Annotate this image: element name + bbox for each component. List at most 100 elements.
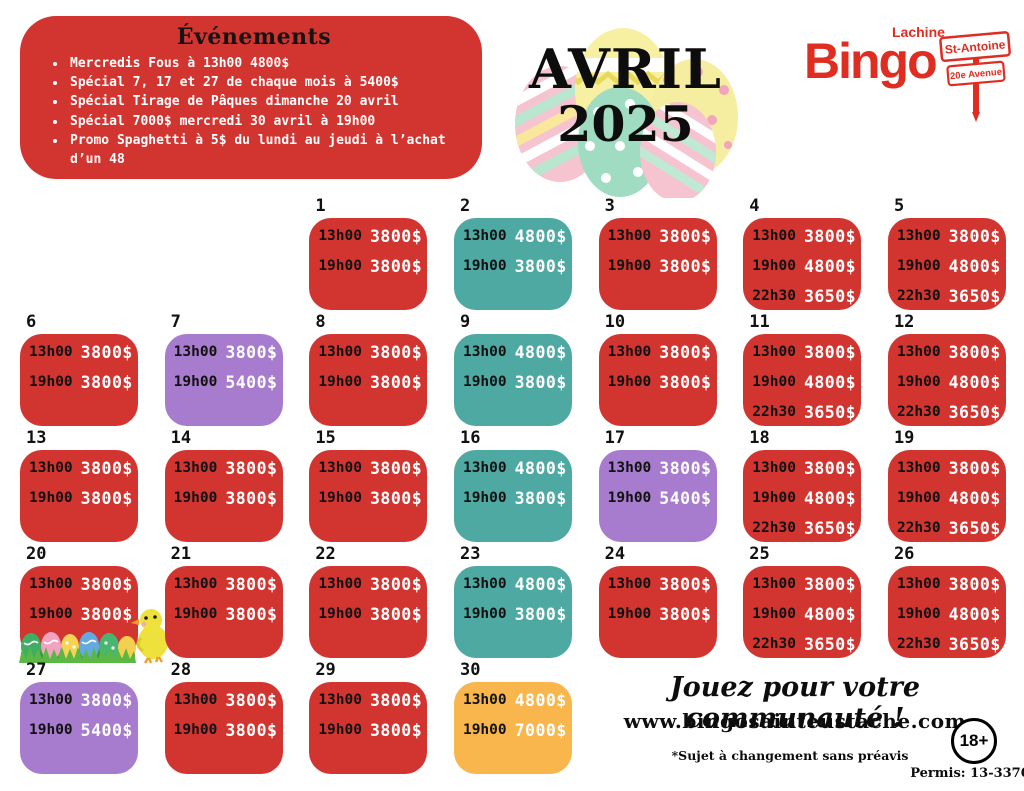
easter-eggs-row-icon (21, 632, 136, 661)
day-box: 13h00 3800$ 19h00 3800$ (598, 218, 717, 310)
session-amount: 4800$ (514, 343, 567, 362)
calendar-day-1: 1 13h00 3800$ 19h00 3800$ (309, 197, 428, 313)
footer-headline: Jouez pour votre communauté ! (669, 672, 921, 734)
day-box: 13h00 3800$ 19h00 3800$ (164, 682, 283, 774)
day-box: 13h00 3800$ 19h00 3800$ (309, 218, 428, 310)
session-time: 22h30 (896, 520, 941, 536)
session-time: 13h00 (896, 460, 941, 476)
session-amount: 3800$ (369, 489, 423, 508)
calendar-day-29: 29 13h00 3800$ 19h00 3800$ (309, 661, 428, 777)
session-amount: 3800$ (369, 691, 423, 710)
session-amount: 3800$ (948, 459, 1001, 478)
calendar-day-5: 5 13h00 3800$ 19h00 4800$ 22h30 3650$ (887, 197, 1006, 313)
calendar-day-14: 14 13h00 3800$ 19h00 3800$ (164, 429, 283, 545)
session-amount: 4800$ (803, 489, 857, 508)
calendar-day-25: 25 13h00 3800$ 19h00 4800$ 22h30 3650$ (743, 545, 862, 661)
calendar-day-16: 16 13h00 4800$ 19h00 3800$ (453, 429, 572, 545)
session-row: 22h30 3650$ (752, 629, 861, 659)
day-box: 13h00 3800$ 19h00 3800$ (164, 566, 283, 658)
session-time: 19h00 (607, 606, 652, 622)
website-url: www.bingosainteustache.com (623, 709, 967, 733)
calendar-day-8: 8 13h00 3800$ 19h00 3800$ (309, 312, 428, 429)
session-time: 13h00 (607, 228, 652, 244)
calendar-day-20: 20 13h00 3800$ 19h00 3800$ (19, 545, 168, 664)
easter-eggs-icon (515, 28, 738, 198)
calendar-day-22: 22 13h00 3800$ 19h00 3800$ (309, 544, 428, 661)
session-row: 19h00 3800$ (318, 483, 427, 513)
session-row: 13h00 3800$ (608, 453, 717, 483)
day-box: 13h00 3800$ 19h00 4800$ 22h30 3650$ (887, 450, 1006, 542)
events-title: Événements (176, 24, 332, 50)
session-row: 19h00 3800$ (318, 715, 427, 745)
session-amount: 3800$ (369, 721, 423, 740)
session-time: 13h00 (607, 576, 652, 592)
day-box: 13h00 3800$ 19h00 3800$ (598, 566, 717, 658)
session-time: 22h30 (752, 288, 796, 304)
session-time: 19h00 (29, 606, 73, 622)
calendar-day-28: 28 13h00 3800$ 19h00 3800$ (164, 661, 283, 777)
session-amount: 3800$ (514, 489, 567, 508)
session-time: 19h00 (462, 374, 507, 390)
month-name: AVRIL (529, 37, 722, 101)
session-time: 19h00 (462, 490, 507, 506)
session-amount: 3800$ (369, 227, 423, 246)
day-box: 13h00 3800$ 19h00 4800$ 22h30 3650$ (887, 334, 1006, 426)
session-row: 19h00 3800$ (318, 251, 427, 281)
session-amount: 4800$ (948, 605, 1001, 624)
session-row: 22h30 3650$ (752, 397, 861, 427)
calendar-day-15: 15 13h00 3800$ 19h00 3800$ (309, 429, 428, 545)
session-time: 19h00 (896, 258, 941, 274)
day-number: 13 (26, 428, 47, 448)
session-row: 19h00 3800$ (29, 367, 138, 397)
session-row: 22h30 3650$ (897, 281, 1006, 311)
session-row: 19h00 4800$ (897, 251, 1006, 281)
session-time: 19h00 (318, 258, 362, 274)
session-time: 13h00 (896, 228, 941, 244)
session-amount: 7000$ (514, 721, 567, 740)
event-item: Spécial 7000$ mercredi 30 avril à 19h00 (67, 112, 458, 131)
session-row: 19h00 5400$ (608, 483, 717, 513)
session-amount: 5400$ (225, 373, 278, 392)
day-box: 13h00 4800$ 19h00 3800$ (453, 334, 572, 426)
session-time: 19h00 (318, 722, 362, 738)
month-title: AVRIL 2025 (498, 42, 753, 149)
session-time: 13h00 (462, 576, 507, 592)
session-time: 19h00 (173, 722, 218, 738)
day-box: 13h00 3800$ 19h00 3800$ (598, 334, 717, 426)
day-number: 22 (315, 544, 336, 564)
session-amount: 3800$ (80, 575, 133, 594)
day-number: 18 (749, 428, 770, 448)
session-row: 13h00 3800$ (608, 569, 717, 599)
day-box: 13h00 3800$ 19h00 3800$ (309, 450, 428, 542)
session-amount: 3650$ (948, 403, 1001, 422)
session-amount: 3800$ (369, 575, 423, 594)
calendar-day-2: 2 13h00 4800$ 19h00 3800$ (453, 197, 572, 313)
day-box: 13h00 3800$ 19h00 4800$ 22h30 3650$ (887, 218, 1006, 311)
session-time: 19h00 (318, 374, 362, 390)
session-time: 19h00 (29, 374, 73, 390)
session-time: 22h30 (896, 636, 941, 652)
session-row: 19h00 3800$ (318, 367, 427, 397)
session-amount: 3800$ (369, 459, 423, 478)
session-amount: 3800$ (948, 343, 1001, 362)
session-row: 19h00 4800$ (752, 251, 861, 281)
day-number: 11 (749, 312, 770, 332)
calendar-day-9: 9 13h00 4800$ 19h00 3800$ (453, 313, 572, 429)
day-box: 13h00 3800$ 19h00 4800$ 22h30 3650$ (887, 566, 1006, 658)
calendar-day-19: 19 13h00 3800$ 19h00 4800$ 22h30 3650$ (887, 429, 1006, 545)
session-time: 19h00 (752, 606, 796, 622)
session-amount: 3800$ (369, 257, 423, 276)
day-box: 13h00 4800$ 19h00 7000$ (453, 682, 572, 774)
session-amount: 3800$ (514, 605, 567, 624)
session-amount: 3800$ (659, 373, 712, 392)
calendar-day-27: 27 13h00 3800$ 19h00 5400$ (20, 661, 138, 777)
bingo-lachine-logo: Bingo Lachine St-Antoine 20e Avenue (802, 22, 1018, 122)
day-number: 8 (315, 312, 326, 332)
session-amount: 3800$ (225, 605, 278, 624)
session-time: 13h00 (318, 576, 362, 592)
session-time: 13h00 (173, 344, 218, 360)
calendar-day-7: 7 13h00 3800$ 19h00 5400$ (164, 313, 283, 429)
session-amount: 3800$ (803, 343, 857, 362)
day-number: 30 (459, 660, 481, 680)
session-time: 13h00 (752, 228, 796, 244)
